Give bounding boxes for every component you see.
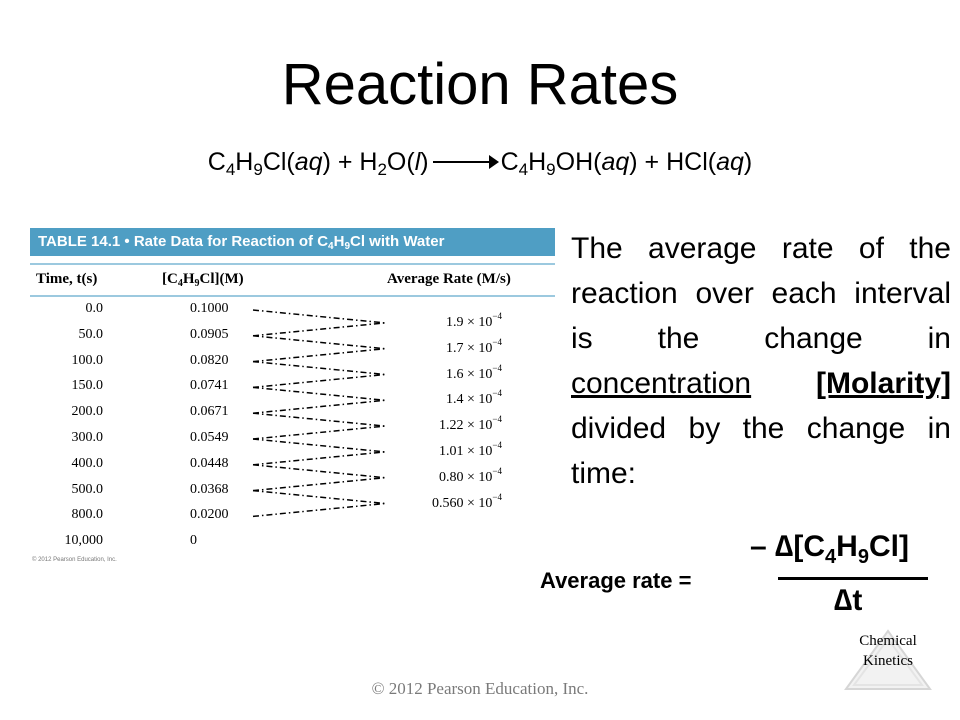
time-cell: 50.0 [78, 326, 104, 342]
rate-cell: 1.9 × 10−4 [446, 310, 502, 330]
slide-title: Reaction Rates [281, 52, 679, 117]
rate-cell: 1.4 × 10−4 [446, 388, 502, 408]
column-header-time: Time, t(s) [36, 271, 98, 287]
chemical-kinetics-logo [844, 629, 932, 690]
column-header-rate: Average Rate (M/s) [387, 271, 511, 287]
time-cell: 300.0 [71, 430, 104, 445]
interval-connector [252, 373, 386, 389]
concentration-cell: 0.0448 [190, 455, 229, 471]
rate-numerator: – ∆[C4H9Cl] [750, 530, 909, 568]
concentration-cell: 0 [190, 533, 197, 549]
rate-cell: 0.560 × 10−4 [432, 491, 502, 511]
concentration-cell: 0.0368 [190, 481, 229, 497]
time-cell: 400.0 [71, 455, 104, 471]
concentration-cell: 0.0741 [190, 378, 229, 394]
interval-connector [252, 360, 386, 376]
concentration-cell: 0.0905 [190, 326, 229, 342]
table-copyright: © 2012 Pearson Education, Inc. [32, 557, 117, 563]
interval-connector [252, 451, 386, 466]
interval-connector [252, 476, 386, 492]
rate-cell: 0.80 × 10−4 [439, 465, 502, 485]
table-header-top-rule [30, 263, 555, 265]
concentration-cell: 0.0820 [190, 352, 229, 368]
time-cell: 800.0 [71, 507, 104, 523]
concentration-cell: 0.0200 [190, 507, 229, 523]
rate-cell: 1.6 × 10−4 [446, 362, 502, 382]
concentration-cell: 0.0549 [190, 430, 229, 445]
time-cell: 100.0 [71, 352, 104, 368]
interval-connector [252, 399, 386, 414]
interval-connector [252, 322, 386, 337]
time-cell: 10,000 [64, 533, 104, 549]
interval-connector [252, 489, 386, 505]
table-banner: TABLE 14.1 • Rate Data for Reaction of C… [30, 228, 555, 256]
interval-connector [252, 464, 386, 479]
time-cell: 0.0 [85, 301, 104, 316]
rate-denominator: ∆t [834, 584, 863, 617]
rate-cell: 1.01 × 10−4 [439, 439, 502, 459]
column-header-concentration: [C4H9Cl](M) [162, 271, 244, 289]
interval-connector [252, 502, 386, 518]
time-cell: 150.0 [71, 378, 104, 394]
fraction-bar [778, 577, 928, 580]
interval-connector [252, 335, 386, 350]
rate-data-table: TABLE 14.1 • Rate Data for Reaction of C… [30, 228, 555, 573]
interval-connector [252, 347, 386, 363]
interval-connector [252, 438, 386, 453]
interval-connector [252, 309, 386, 324]
footer-copyright: © 2012 Pearson Education, Inc. [371, 679, 589, 698]
logo-text: Chemical Kinetics [859, 633, 917, 669]
concentration-cell: 0.1000 [190, 301, 229, 316]
reaction-arrow-icon [432, 155, 499, 170]
interval-connector [252, 425, 386, 440]
rate-cell: 1.22 × 10−4 [439, 414, 502, 434]
rate-cell: 1.7 × 10−4 [446, 336, 502, 356]
table-header-bottom-rule [30, 295, 555, 297]
time-cell: 200.0 [71, 404, 104, 420]
interval-connector [252, 386, 386, 402]
explanation-text: The average rate of the reaction over ea… [571, 232, 951, 490]
concentration-cell: 0.0671 [190, 404, 229, 420]
interval-connector [252, 412, 386, 427]
average-rate-label: Average rate = [540, 568, 692, 593]
time-cell: 500.0 [71, 481, 104, 497]
reaction-equation: C4H9Cl(aq) + H2O(l) C4H9OH(aq) + HCl(aq) [207, 148, 753, 179]
